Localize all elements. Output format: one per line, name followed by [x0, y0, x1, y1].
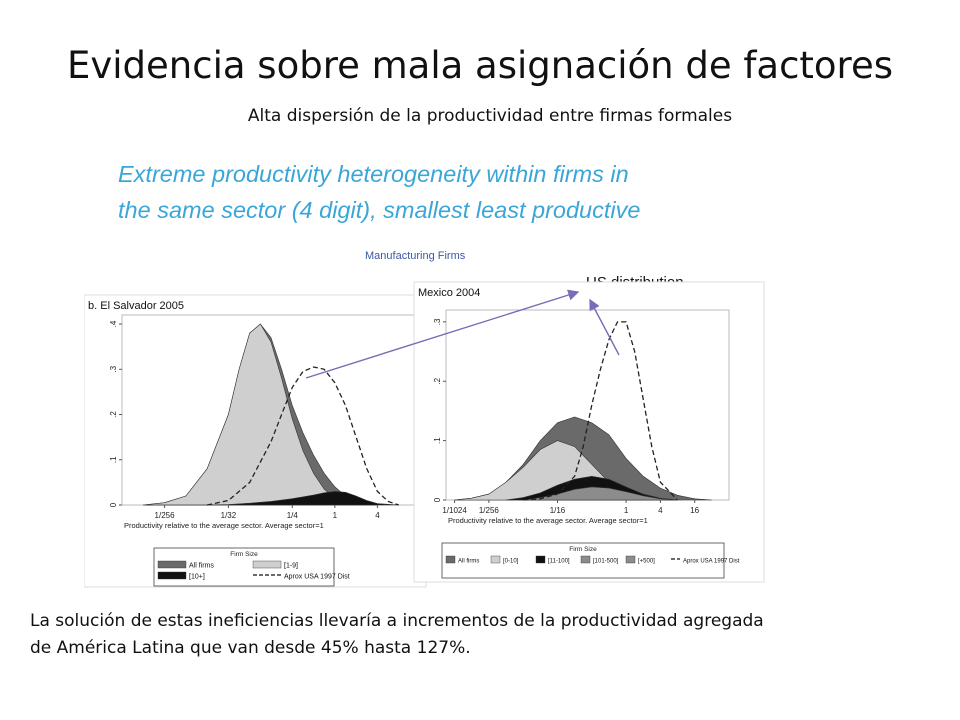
el-salvador-x-tick-label: 1/4	[287, 511, 299, 520]
el-salvador-title: b. El Salvador 2005	[88, 300, 184, 312]
mexico-legend-label: Aprox USA 1997 Dist	[683, 559, 740, 565]
el-salvador-series-aprox-usa-1997-dist	[206, 366, 399, 506]
mexico-x-tick-label: 4	[658, 506, 663, 515]
mexico-x-tick-label: 1	[624, 506, 629, 515]
el-salvador-legend-swatch	[252, 560, 282, 569]
mexico-legend-label: All firms	[458, 559, 479, 565]
arrow-to-us-distribution-left	[305, 289, 580, 379]
mexico-legend-label: [0-10]	[503, 559, 519, 565]
el-salvador-y-tick-label: .4	[109, 320, 118, 327]
mexico-series-101-500	[523, 486, 678, 501]
footer-line-2: de América Latina que van desde 45% hast…	[30, 638, 471, 658]
mexico-x-axis-label: Productivity relative to the average sec…	[448, 516, 648, 525]
mexico-legend-title: Firm Size	[569, 546, 597, 553]
mexico-y-tick-label: .1	[433, 437, 442, 444]
mexico-y-tick-label: .2	[433, 377, 442, 384]
mexico-legend-label: [11-100]	[548, 559, 570, 565]
footer-line-1: La solución de estas ineficiencias lleva…	[30, 611, 764, 631]
mexico-x-tick-label: 1/256	[479, 506, 500, 515]
mexico-y-tick-label: 0	[433, 497, 442, 502]
mexico-x-tick-label: 16	[690, 506, 699, 515]
figure-headline-line-2: the same sector (4 digit), smallest leas…	[118, 197, 640, 223]
figure-svg: Extreme productivity heterogeneity withi…	[83, 161, 765, 588]
mexico-legend-swatch	[625, 555, 636, 564]
mexico-y-tick-label: .3	[433, 318, 442, 325]
mexico-x-tick-label: 1/1024	[442, 506, 467, 515]
el-salvador-legend-label: [10+]	[189, 574, 205, 581]
mexico-legend-label: [101-500]	[593, 559, 619, 565]
figure-caption: Manufacturing Firms	[365, 250, 466, 262]
slide-title: Evidencia sobre mala asignación de facto…	[66, 44, 893, 87]
mexico-title: Mexico 2004	[418, 287, 480, 299]
figure-image: Extreme productivity heterogeneity withi…	[83, 150, 784, 595]
mexico-legend-swatch	[490, 555, 501, 564]
mexico-x-tick-label: 1/16	[550, 506, 566, 515]
el-salvador-x-axis-label: Productivity relative to the average sec…	[124, 521, 324, 530]
el-salvador-legend-label: Aprox USA 1997 Dist	[284, 574, 350, 581]
arrow-to-us-distribution-right	[589, 298, 620, 356]
el-salvador-x-tick-label: 4	[375, 511, 380, 520]
el-salvador-y-tick-label: .1	[109, 456, 118, 463]
footer-text: La solución de estas ineficiencias lleva…	[30, 608, 930, 662]
el-salvador-legend-swatch	[157, 560, 187, 569]
el-salvador-legend-title: Firm Size	[230, 551, 258, 558]
mexico-legend-swatch	[535, 555, 546, 564]
mexico-series-aprox-usa-1997-dist	[523, 321, 678, 501]
el-salvador-y-tick-label: 0	[109, 502, 118, 507]
el-salvador-x-tick-label: 1/256	[155, 511, 176, 520]
panel-mexico: Mexico 2004 0 .1 .2 .3 1/1024 1/256 1/16 1 4 16 Pro…	[413, 281, 765, 583]
mexico-legend: Firm Size All firms [0-10] [11-100] [101-500…	[441, 542, 740, 579]
mexico-legend-swatch	[580, 555, 591, 564]
slide-subtitle: Alta dispersión de la productividad entr…	[247, 106, 733, 126]
el-salvador-legend-label: All firms	[189, 563, 214, 570]
panel-el-salvador: b. El Salvador 2005 0 .1 .2 .3 .4 1/256 1/32 1/4…	[83, 294, 427, 588]
el-salvador-y-tick-label: .2	[109, 411, 118, 418]
el-salvador-legend: Firm Size All firms [1-9] [10+] Aprox USA 19…	[153, 547, 350, 587]
el-salvador-series-10	[143, 491, 399, 506]
mexico-legend-label: [+500]	[638, 559, 655, 565]
el-salvador-legend-swatch	[157, 571, 187, 580]
el-salvador-x-tick-label: 1	[333, 511, 338, 520]
callout-arrows	[305, 289, 620, 379]
figure-headline-line-1: Extreme productivity heterogeneity withi…	[118, 161, 629, 187]
el-salvador-y-tick-label: .3	[109, 365, 118, 372]
el-salvador-legend-label: [1-9]	[284, 563, 298, 570]
mexico-legend-swatch	[445, 555, 456, 564]
el-salvador-x-tick-label: 1/32	[221, 511, 237, 520]
